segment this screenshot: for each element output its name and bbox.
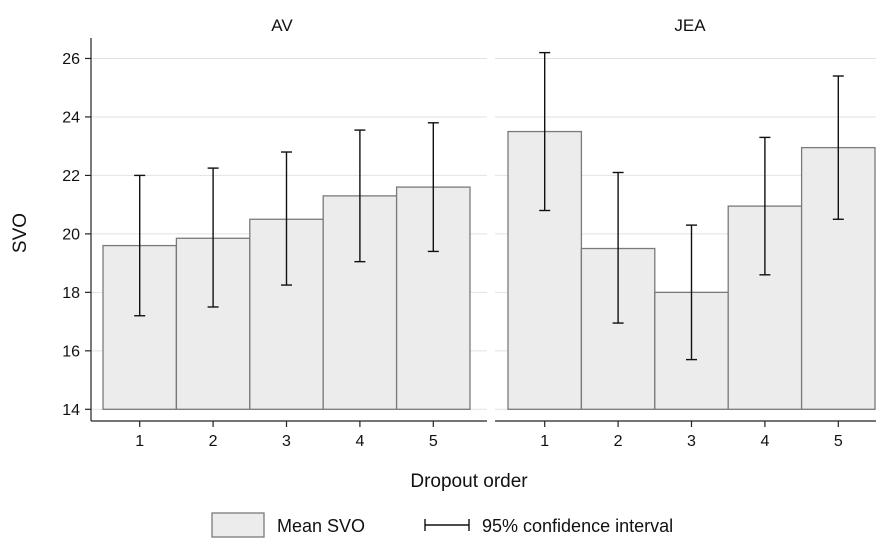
x-tick-label: 2 <box>614 433 623 450</box>
ci-bar-av-2 <box>207 167 219 308</box>
y-tick-label: 24 <box>62 109 80 126</box>
x-tick-label: 2 <box>209 433 218 450</box>
ci-bar-jea-5 <box>832 75 844 220</box>
legend-ci-label: 95% confidence interval <box>482 516 673 536</box>
y-tick-label: 26 <box>62 51 80 68</box>
x-axis-label: Dropout order <box>410 471 528 492</box>
ci-bar-jea-1 <box>539 51 551 212</box>
ci-bar-jea-4 <box>759 136 771 276</box>
y-tick-label: 22 <box>62 168 80 185</box>
axes-layer: 1 2 3 4 5 1 2 3 4 5 14 16 18 20 22 24 26 <box>62 38 876 450</box>
x-tick-label: 1 <box>135 433 144 450</box>
y-tick-label: 20 <box>62 226 80 243</box>
y-axis-label: SVO <box>10 213 31 253</box>
ci-bar-av-3 <box>281 151 292 286</box>
x-tick-label: 5 <box>429 433 438 450</box>
y-tick-label: 14 <box>62 402 80 419</box>
ci-bar-jea-2 <box>612 171 624 324</box>
legend-ci-symbol <box>424 519 470 531</box>
panel-title-av: AV <box>271 16 293 35</box>
x-tick-label: 3 <box>687 433 696 450</box>
ci-bar-av-5 <box>427 122 439 253</box>
legend-bar-swatch <box>211 512 265 538</box>
ci-bar-av-1 <box>134 174 146 317</box>
x-tick-label: 1 <box>540 433 549 450</box>
y-tick-label: 16 <box>62 343 80 360</box>
ci-bar-jea-3 <box>686 224 697 361</box>
ci-bar-av-4 <box>354 129 366 263</box>
bars-layer <box>102 51 876 410</box>
legend: Mean SVO 95% confidence interval <box>211 512 673 538</box>
x-tick-label: 3 <box>282 433 291 450</box>
panel-title-jea: JEA <box>674 16 706 35</box>
x-tick-label: 5 <box>834 433 843 450</box>
y-tick-label: 18 <box>62 285 80 302</box>
legend-bar-label: Mean SVO <box>277 516 365 536</box>
x-tick-label: 4 <box>355 433 364 450</box>
x-tick-label: 4 <box>760 433 769 450</box>
